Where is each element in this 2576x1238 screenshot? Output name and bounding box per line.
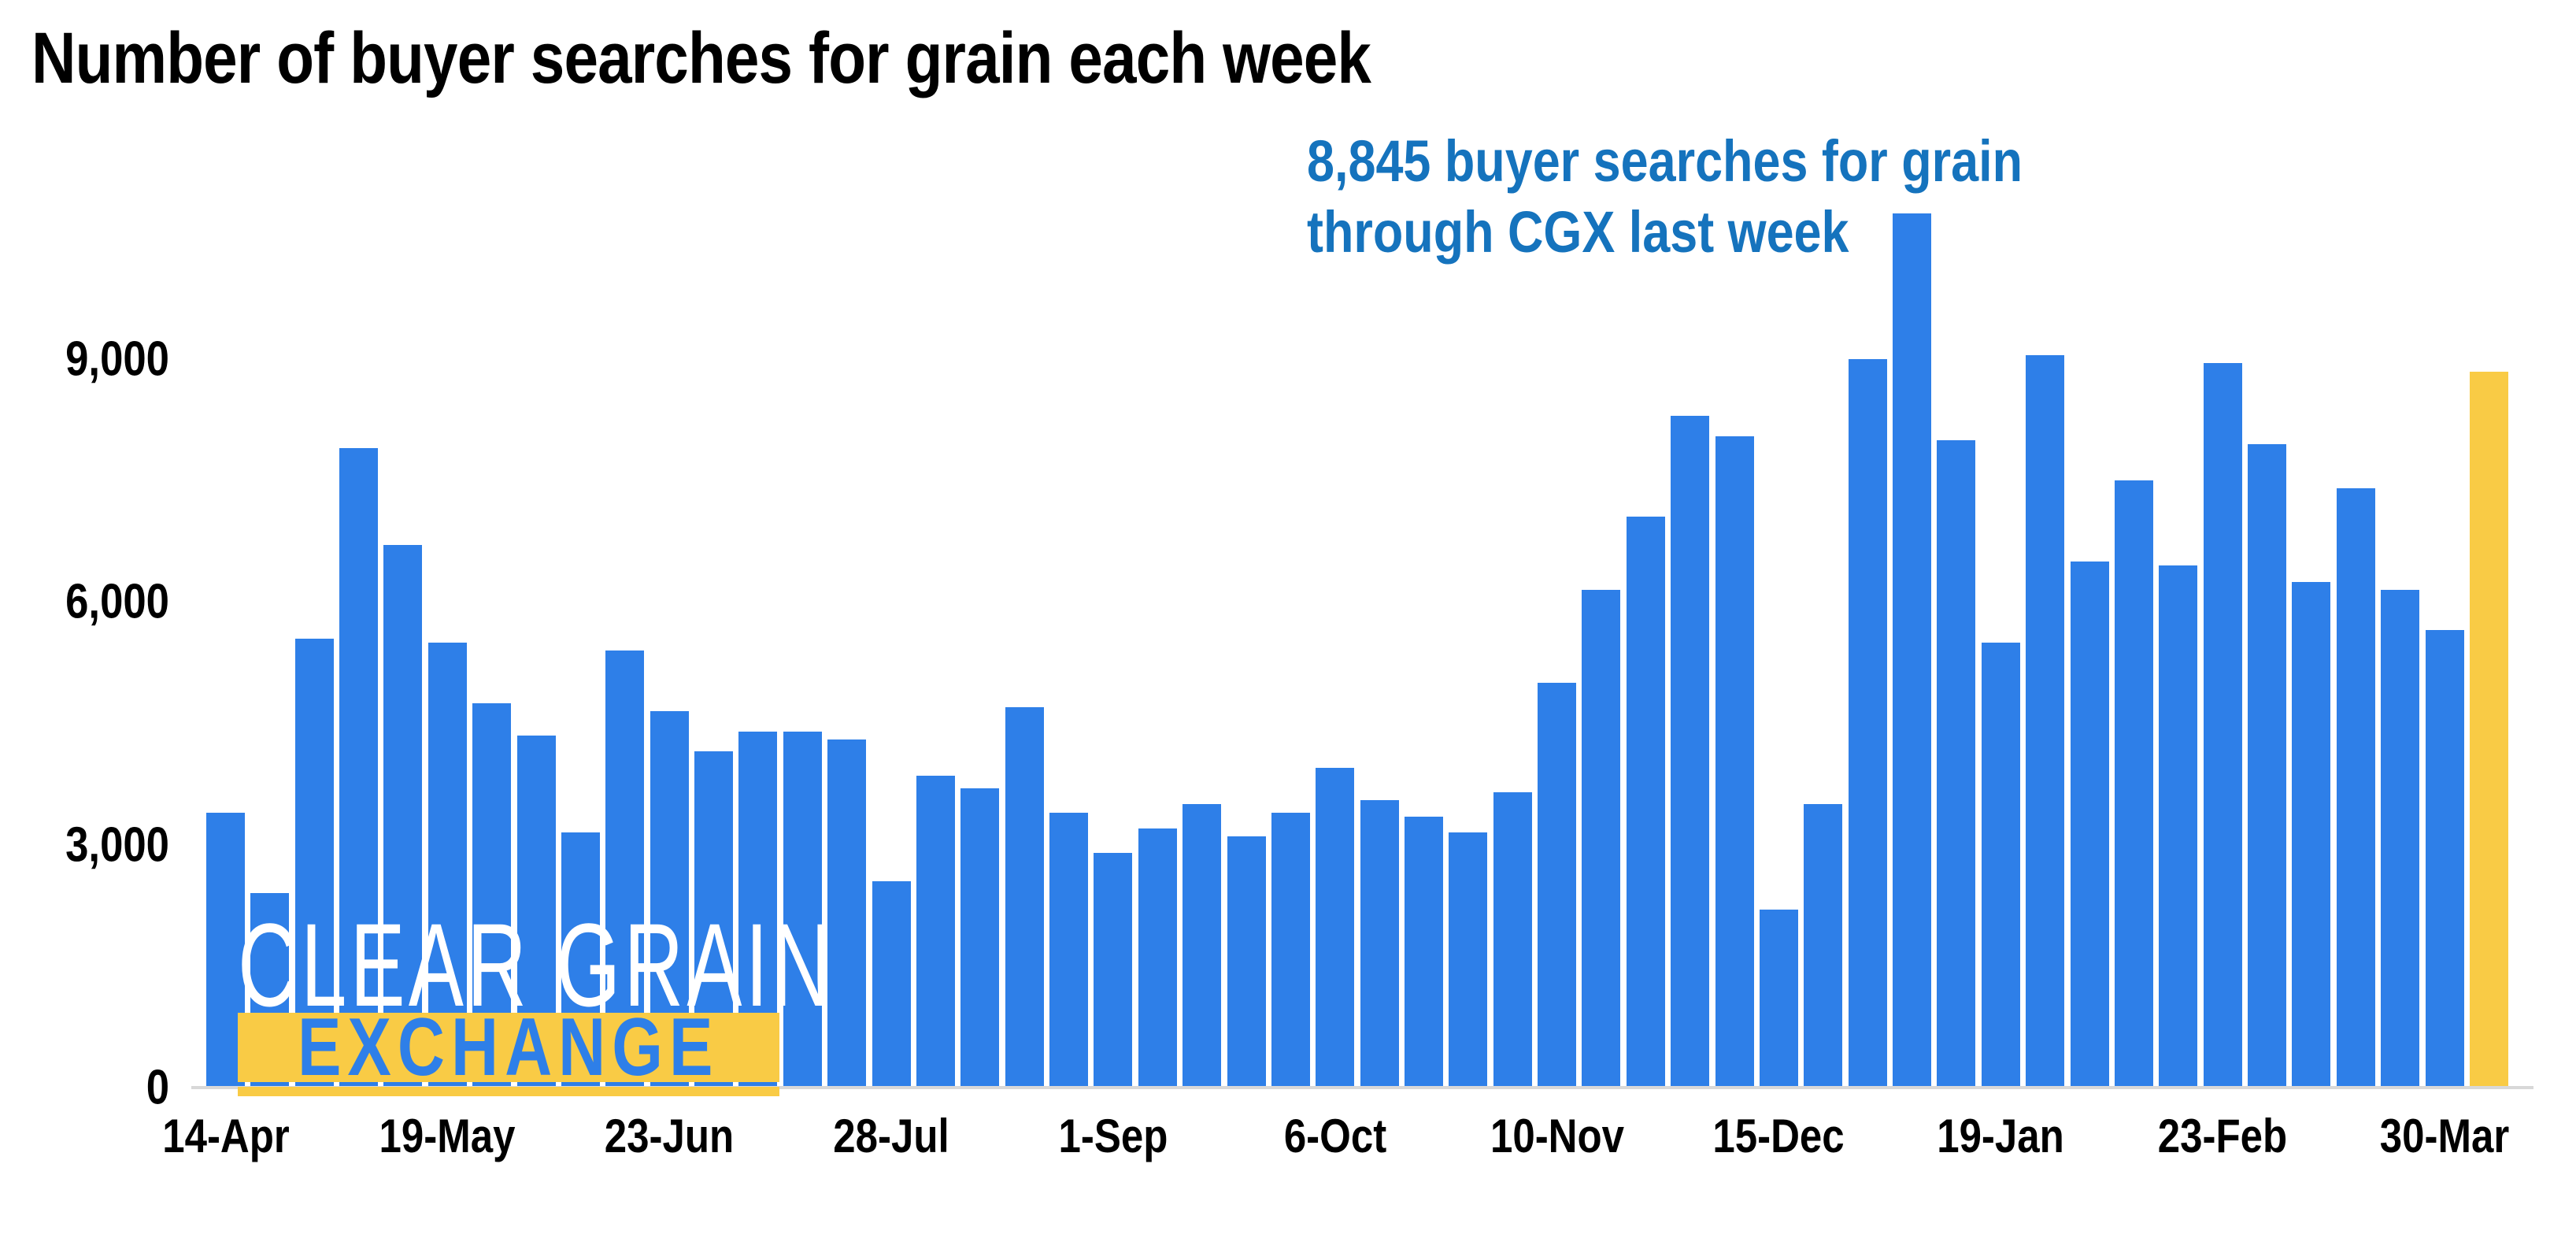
bar <box>1937 440 1976 1088</box>
y-tick-label: 6,000 <box>65 574 169 629</box>
x-tick-label: 30-Mar <box>2379 1110 2510 1162</box>
bar <box>2159 565 2198 1088</box>
y-tick-label: 0 <box>146 1060 169 1115</box>
y-tick-label: 9,000 <box>65 332 169 387</box>
bar <box>2026 355 2065 1088</box>
bar <box>1094 853 1133 1088</box>
annotation-line-1: 8,845 buyer searches for grain <box>1307 128 2023 194</box>
bar <box>1804 804 1843 1088</box>
bar <box>1582 590 1621 1088</box>
bar <box>1183 804 1222 1088</box>
bar <box>1981 643 2020 1088</box>
x-tick-label: 28-Jul <box>833 1110 949 1162</box>
bar <box>2070 562 2109 1088</box>
bar <box>383 545 423 1088</box>
bar <box>960 788 1000 1088</box>
x-tick-label: 19-May <box>379 1110 516 1162</box>
bar <box>1449 832 1488 1088</box>
bar <box>783 732 822 1088</box>
x-tick-label: 14-Apr <box>161 1110 290 1162</box>
x-tick-label: 1-Sep <box>1058 1110 1168 1162</box>
y-tick-label: 3,000 <box>65 817 169 873</box>
bar <box>1316 768 1355 1088</box>
bar <box>2425 630 2464 1088</box>
bar <box>1138 828 1177 1088</box>
bar <box>1005 707 1044 1088</box>
x-tick-label: 15-Dec <box>1712 1110 1845 1162</box>
annotation-callout: 8,845 buyer searches for grain through C… <box>1307 126 2023 269</box>
x-tick-label: 10-Nov <box>1490 1110 1624 1162</box>
x-tick-label: 23-Feb <box>2157 1110 2288 1162</box>
bar <box>2381 590 2420 1088</box>
bar <box>2292 582 2331 1088</box>
bar <box>872 881 911 1088</box>
logo-text-clear-grain: CLEAR GRAIN <box>238 899 835 1031</box>
bar <box>1671 416 1710 1088</box>
bar <box>1893 213 1932 1088</box>
bar <box>1404 817 1443 1088</box>
logo-underline-rule <box>238 1087 779 1096</box>
bar <box>1227 836 1266 1088</box>
x-tick-label: 23-Jun <box>604 1110 735 1162</box>
bar <box>2248 444 2287 1088</box>
bar-highlighted-last-week <box>2469 372 2508 1088</box>
bar <box>1360 800 1399 1088</box>
annotation-line-2: through CGX last week <box>1307 199 1849 265</box>
bar <box>1715 436 1754 1088</box>
bar <box>1848 359 1887 1088</box>
bar <box>2114 480 2153 1088</box>
bar <box>2203 363 2242 1088</box>
x-tick-label: 19-Jan <box>1937 1110 2065 1162</box>
bar <box>827 739 867 1088</box>
bar <box>1493 792 1532 1088</box>
bar <box>1759 910 1798 1088</box>
bar <box>916 776 955 1088</box>
chart-title: Number of buyer searches for grain each … <box>31 18 1371 98</box>
logo-yellow-band: EXCHANGE <box>238 1006 779 1088</box>
bar <box>339 448 379 1088</box>
bar <box>1049 813 1089 1088</box>
bar <box>1271 813 1310 1088</box>
logo-text-exchange: EXCHANGE <box>298 1002 720 1093</box>
bar <box>2336 488 2375 1088</box>
clear-grain-exchange-logo: CLEAR GRAIN EXCHANGE <box>238 899 835 1096</box>
bar <box>1538 683 1577 1088</box>
x-tick-label: 6-Oct <box>1283 1110 1386 1162</box>
x-axis-baseline <box>191 1086 2533 1089</box>
bar <box>1626 517 1665 1088</box>
